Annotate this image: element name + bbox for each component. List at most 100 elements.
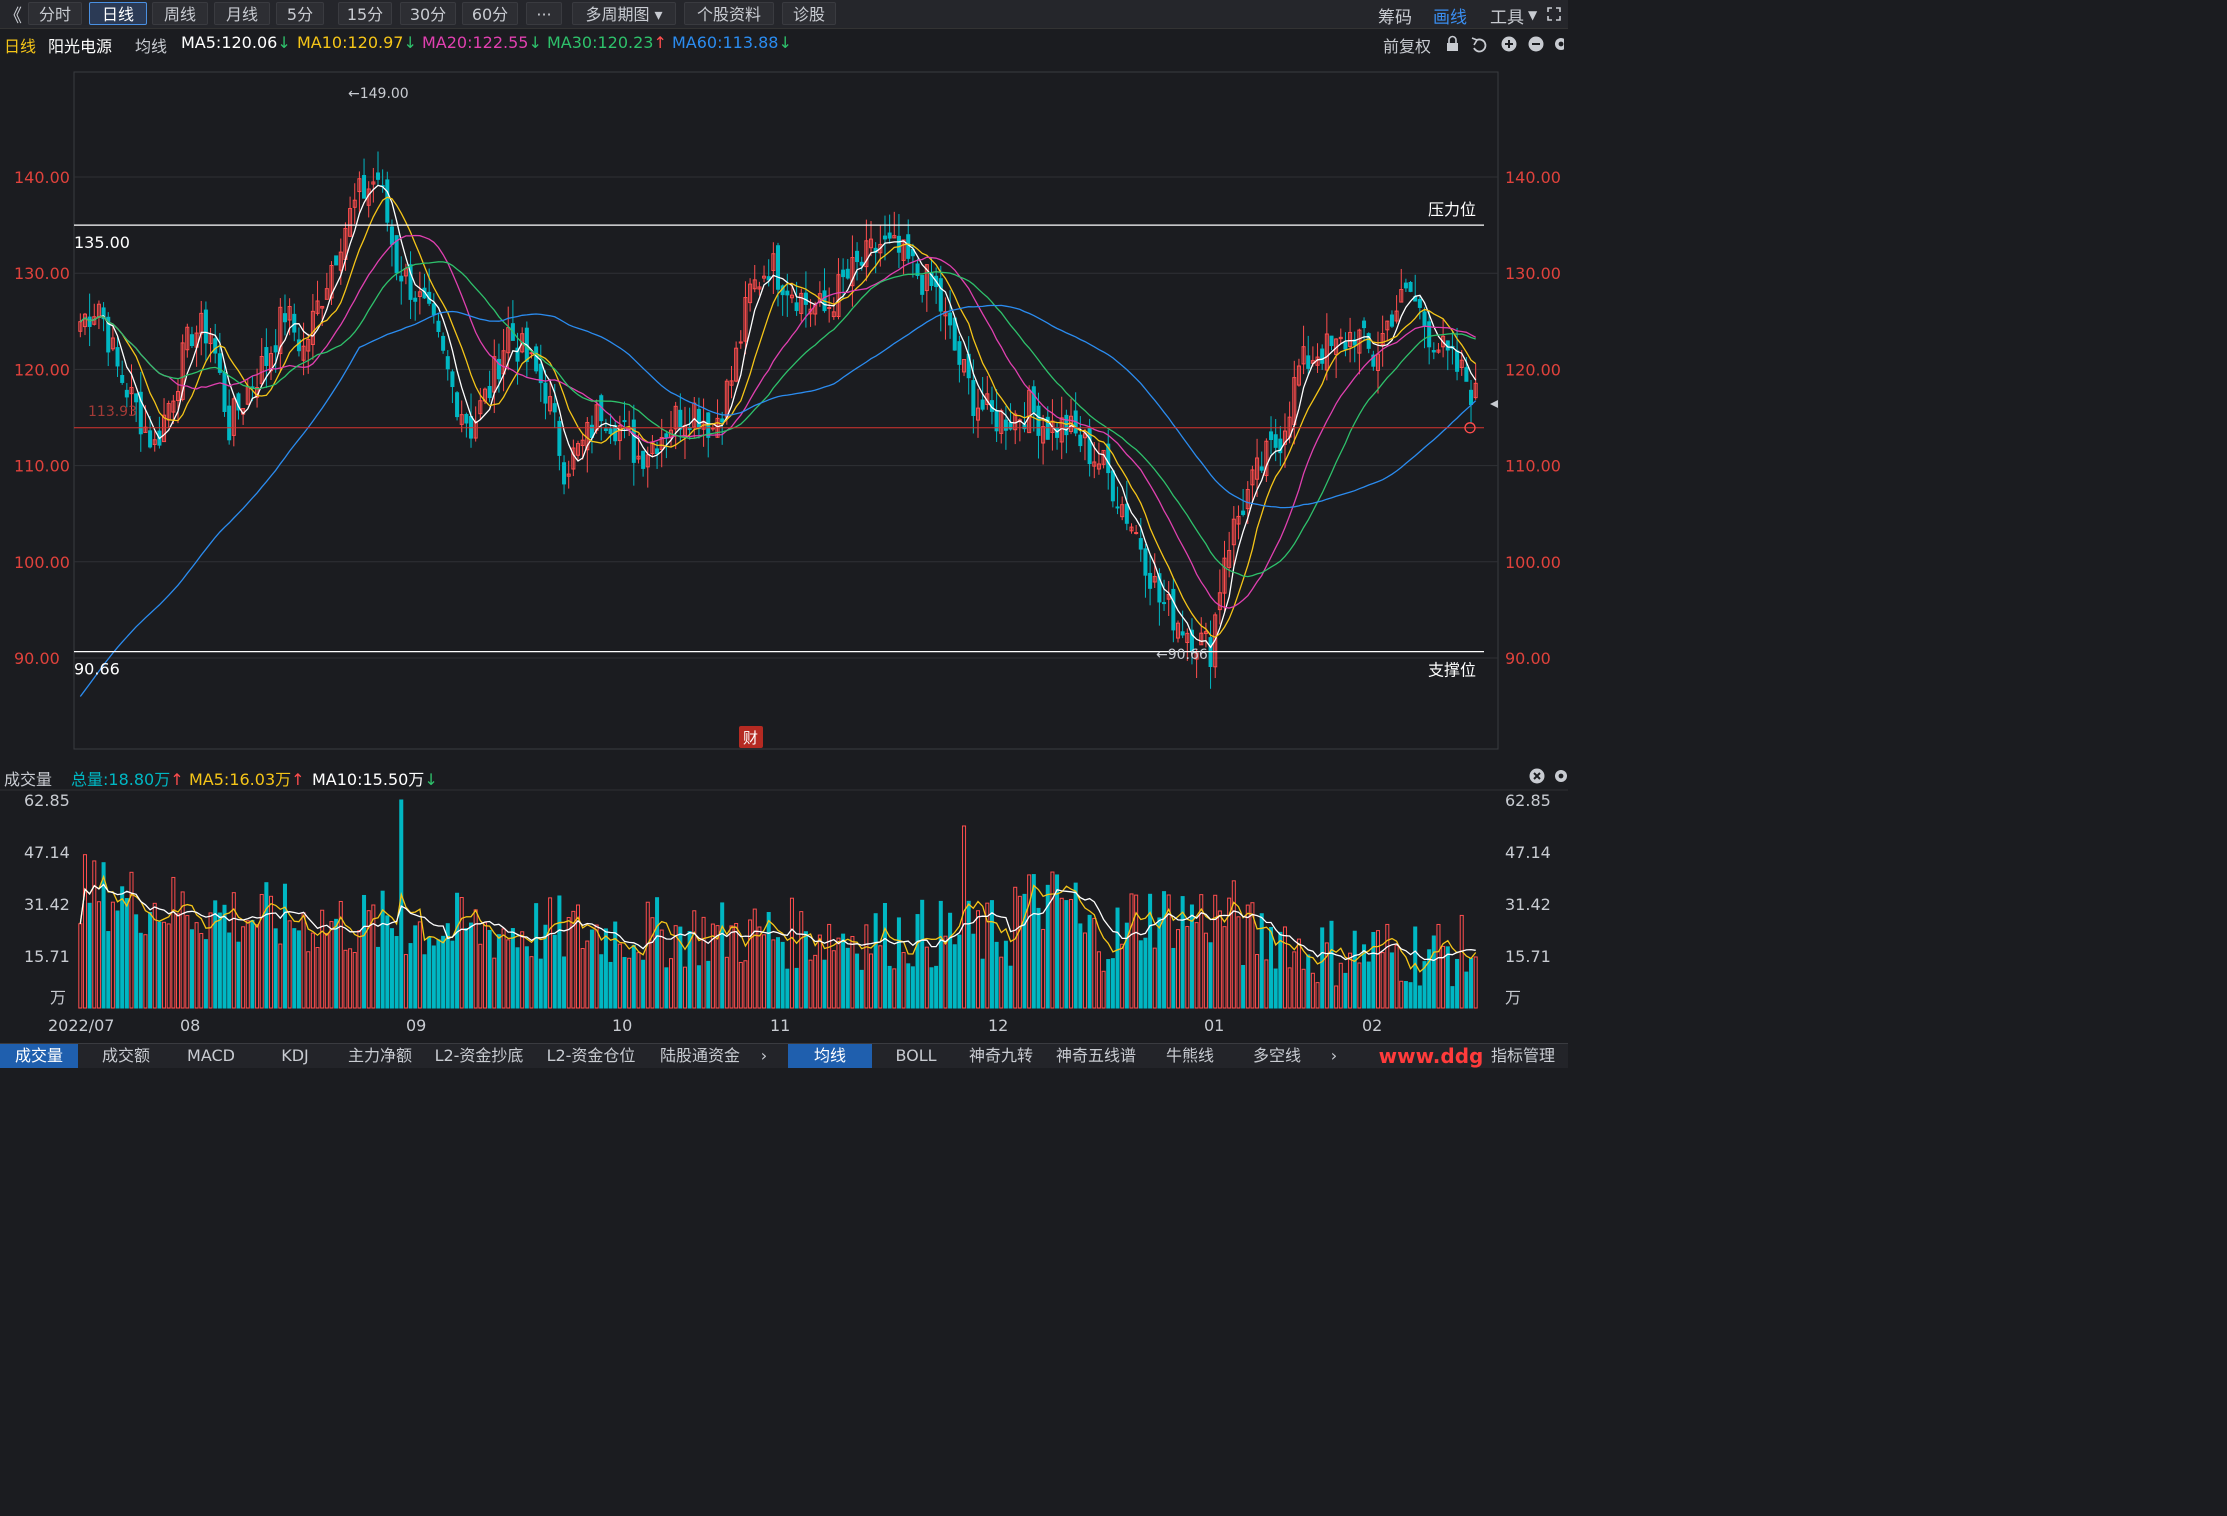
volume-bar [329, 921, 334, 1009]
indicator-tab-3[interactable]: KDJ [281, 1046, 309, 1065]
volume-bar [1143, 937, 1148, 1009]
volume-bar [1082, 932, 1087, 1009]
candle-body [1422, 311, 1427, 327]
toolbar-tools-button[interactable]: 工具 [1490, 8, 1524, 28]
overlay-tab-3[interactable]: 神奇五线谱 [1055, 1046, 1136, 1065]
period-button-10[interactable]: 个股资料 [684, 2, 774, 25]
volume-bar [822, 959, 827, 1009]
news-badge[interactable] [739, 726, 763, 748]
indicator-tab-6[interactable]: L2-资金仓位 [546, 1046, 636, 1065]
volume-bar [1399, 980, 1404, 1009]
toolbar-chip-button[interactable]: 筹码 [1378, 8, 1412, 28]
overlay-tab-2[interactable]: 神奇九转 [968, 1046, 1033, 1065]
volume-bar [924, 946, 929, 1009]
indicator-tab-0[interactable]: 成交量 [0, 1044, 78, 1068]
candle-body [566, 473, 571, 477]
settings-icon[interactable] [1555, 38, 1564, 50]
candle-body [1134, 532, 1139, 535]
indicator-tab-4[interactable]: 主力净额 [347, 1046, 412, 1065]
candle-body [1148, 572, 1153, 589]
candle-body [789, 294, 794, 299]
volume-bar [1120, 943, 1125, 1009]
fullscreen-icon[interactable] [1546, 6, 1562, 22]
candle-body [1403, 282, 1408, 289]
collapse-left-icon[interactable]: 《 [4, 6, 22, 27]
volume-bar [375, 946, 381, 1009]
period-button-4[interactable]: 5分 [276, 2, 324, 25]
volume-bar [1041, 928, 1046, 1009]
kline-chart[interactable]: 135.00 压力位 90.66 支撑位 113.93 ←149.00 ←90.66 财 14… [0, 0, 1568, 1043]
period-button-11[interactable]: 诊股 [782, 2, 836, 25]
zoom-out-icon[interactable] [1528, 36, 1544, 52]
overlay-tab-0[interactable]: 均线 [788, 1044, 872, 1068]
indicator-tab-7[interactable]: 陆股通资金 [659, 1046, 740, 1065]
overlay-tab-1[interactable]: BOLL [895, 1046, 937, 1065]
ma-label[interactable]: 均线 [135, 37, 168, 56]
candle-body [980, 399, 985, 410]
ma-info-bar: 日线 阳光电源 均线 MA5:120.06↓ MA10:120.97↓ MA20… [0, 30, 1568, 56]
line-anchor-icon[interactable] [1464, 422, 1476, 434]
candle-body [748, 283, 753, 304]
overlay-tab-4[interactable]: 牛熊线 [1165, 1046, 1214, 1065]
chevron-right-icon[interactable]: › [760, 1046, 768, 1065]
period-button-9[interactable]: 多周期图 ▾ [572, 2, 676, 25]
candle-body [171, 400, 176, 413]
period-button-8[interactable]: ··· [526, 2, 562, 25]
undo-icon[interactable] [1471, 37, 1487, 53]
period-button-1[interactable]: 日线 [89, 2, 147, 25]
indicator-tab-5[interactable]: L2-资金抄底 [434, 1046, 524, 1065]
volume-bar [599, 954, 604, 1009]
period-button-7[interactable]: 60分 [462, 2, 518, 25]
volume-bar [692, 910, 697, 1009]
adjust-mode[interactable]: 前复权 [1383, 37, 1432, 56]
candle-body [603, 428, 608, 431]
period-button-2[interactable]: 周线 [152, 2, 208, 25]
volume-tick-left: 47.14 [24, 843, 70, 862]
volume-bar [1124, 922, 1129, 1009]
lock-icon[interactable] [1447, 35, 1458, 52]
indicator-tab-2[interactable]: MACD [187, 1046, 235, 1065]
arrow-down-icon: ↓ [528, 33, 542, 52]
period-button-0[interactable]: 分时 [28, 2, 82, 25]
chevron-right-icon[interactable]: › [1330, 1046, 1338, 1065]
candle-body [1269, 431, 1274, 441]
tools-dropdown-icon[interactable]: ▼ [1528, 8, 1538, 22]
candle-body [1469, 389, 1474, 406]
candle-body [306, 339, 311, 352]
period-button-6[interactable]: 30分 [400, 2, 456, 25]
volume-bar [641, 959, 646, 1009]
volume-bar [938, 900, 943, 1009]
indicator-tab-1[interactable]: 成交额 [101, 1046, 150, 1065]
volume-bar [296, 930, 301, 1009]
close-icon[interactable] [1529, 768, 1545, 784]
current-price-label: 113.93 [88, 404, 137, 420]
volume-bar [566, 917, 571, 1009]
candle-body [720, 418, 725, 423]
candle-body [399, 275, 404, 282]
volume-bar [650, 917, 655, 1009]
candle-body [1343, 341, 1348, 350]
volume-bar [659, 929, 664, 1009]
candle-body [636, 455, 641, 460]
volume-bar [585, 940, 590, 1009]
support-label: 支撑位 [1428, 661, 1476, 680]
volume-bar [994, 941, 999, 1009]
candle-body [952, 317, 957, 351]
period-button-5[interactable]: 15分 [338, 2, 392, 25]
toolbar-draw-button[interactable]: 画线 [1433, 8, 1467, 28]
period-button-3[interactable]: 月线 [214, 2, 270, 25]
settings-icon[interactable] [1555, 770, 1567, 782]
volume-bar [1213, 894, 1218, 1009]
volume-bar [882, 903, 887, 1009]
candle-body [808, 308, 813, 315]
volume-title[interactable]: 成交量 [4, 770, 53, 789]
volume-bar [1101, 970, 1106, 1009]
volume-bar [496, 934, 501, 1009]
stock-name[interactable]: 阳光电源 [48, 37, 113, 56]
candle-body [859, 261, 864, 266]
volume-bar [1022, 893, 1027, 1009]
zoom-in-icon[interactable] [1501, 36, 1517, 52]
overlay-tab-6[interactable]: 指标管理 [1490, 1046, 1555, 1065]
overlay-tab-5[interactable]: 多空线 [1252, 1046, 1301, 1065]
ma10-line [79, 196, 1477, 639]
